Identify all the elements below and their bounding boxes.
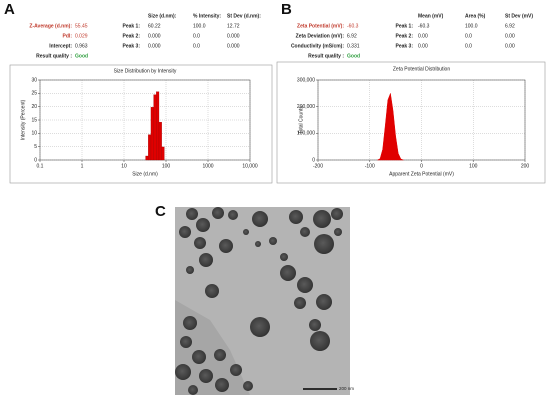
table-label: Zeta Potential (mV): [297,23,344,29]
table-value: 0.000 [148,43,161,49]
y-tick-label: 5 [34,144,37,150]
bar [156,91,160,161]
x-tick-label: 200 [521,163,530,169]
y-tick-label: 300,000 [297,77,315,83]
x-tick-label: -200 [313,163,323,169]
bar [150,107,154,161]
plot-frame [39,79,251,161]
y-tick-label: 10 [31,131,37,137]
table-value: -60.3 [418,23,430,29]
y-tick-label: 20 [31,104,37,110]
table-header: Size (d.nm): [148,13,177,19]
table-label: Intercept: [49,43,72,49]
plot-frame [317,79,526,161]
chart-title: Size Distribution by Intensity [114,68,177,74]
table-header: Area (%) [465,13,486,19]
quality-value: Good [75,53,88,59]
table-value: -60.3 [347,23,359,29]
scale-bar-label: 200 nm [339,386,354,391]
chart-frame [276,61,546,184]
table-value: 0.963 [75,43,88,49]
table-value: 0.00 [418,43,428,49]
table-label: Peak 3: [395,43,413,49]
area [377,92,404,161]
table-value: 0.331 [347,43,360,49]
y-tick-label: 25 [31,91,37,97]
y-axis-label: Total Counts [298,106,304,134]
table-value: 0.000 [227,33,240,39]
table-label: Peak 1: [122,23,140,29]
x-tick-label: -100 [365,163,375,169]
table-label: Peak 2: [122,33,140,39]
table-value: 0.000 [148,33,161,39]
table-value: 6.92 [347,33,357,39]
table-label: Z-Average (d.nm): [29,23,72,29]
bar [145,155,149,161]
y-tick-label: 15 [31,117,37,123]
x-tick-label: 1000 [202,163,213,169]
table-value: 0.0 [193,43,200,49]
panel-label: A [4,1,15,18]
table-value: 0.000 [227,43,240,49]
table-value: 100.0 [193,23,206,29]
y-tick-label: 200,000 [297,104,315,110]
x-tick-label: 10 [121,163,127,169]
quality-value: Good [347,53,360,59]
table-label: Conductivity (mS/cm): [291,43,344,49]
table-label: Peak 2: [395,33,413,39]
table-value: 12.72 [227,23,240,29]
table-value: 6.92 [505,23,515,29]
y-tick-label: 0 [312,157,315,163]
table-value: 0.0 [465,43,472,49]
table-value: 0.00 [505,33,515,39]
x-tick-label: 100 [469,163,478,169]
table-value: 0.029 [75,33,88,39]
tem-image [175,207,350,395]
table-label: PdI: [63,33,73,39]
bar [153,94,157,161]
table-label: Result quality : [36,53,72,59]
x-tick-label: 1 [81,163,84,169]
table-header: % Intensity: [193,13,221,19]
table-value: 55.45 [75,23,88,29]
table-label: Peak 3: [122,43,140,49]
table-header: St Dev (d.nm): [227,13,261,19]
bar [158,121,162,161]
x-axis-label: Apparent Zeta Potential (mV) [389,171,454,177]
table-value: 0.0 [465,33,472,39]
table-value: 0.00 [418,33,428,39]
y-tick-label: 30 [31,77,37,83]
x-axis-label: Size (d.nm) [132,171,158,177]
bar [148,134,152,161]
table-value: 0.00 [505,43,515,49]
bar [161,146,165,161]
chart-frame [9,64,273,184]
table-label: Zeta Deviation (mV): [296,33,345,39]
table-value: 60.22 [148,23,161,29]
x-tick-label: 0.1 [37,163,44,169]
table-value: 0.0 [193,33,200,39]
panel-label: B [281,1,292,18]
table-label: Result quality : [308,53,344,59]
panel-label: C [155,203,166,220]
chart-title: Zeta Potential Distribution [393,66,450,72]
table-header: Mean (mV) [418,13,444,19]
table-header: St Dev (mV) [505,13,533,19]
y-tick-label: 100,000 [297,131,315,137]
table-label: Peak 1: [395,23,413,29]
x-tick-label: 0 [420,163,423,169]
y-tick-label: 0 [34,157,37,163]
x-tick-label: 100 [162,163,171,169]
table-value: 100.0 [465,23,478,29]
x-tick-label: 10,000 [242,163,258,169]
y-axis-label: Intensity (Percent) [20,99,26,140]
